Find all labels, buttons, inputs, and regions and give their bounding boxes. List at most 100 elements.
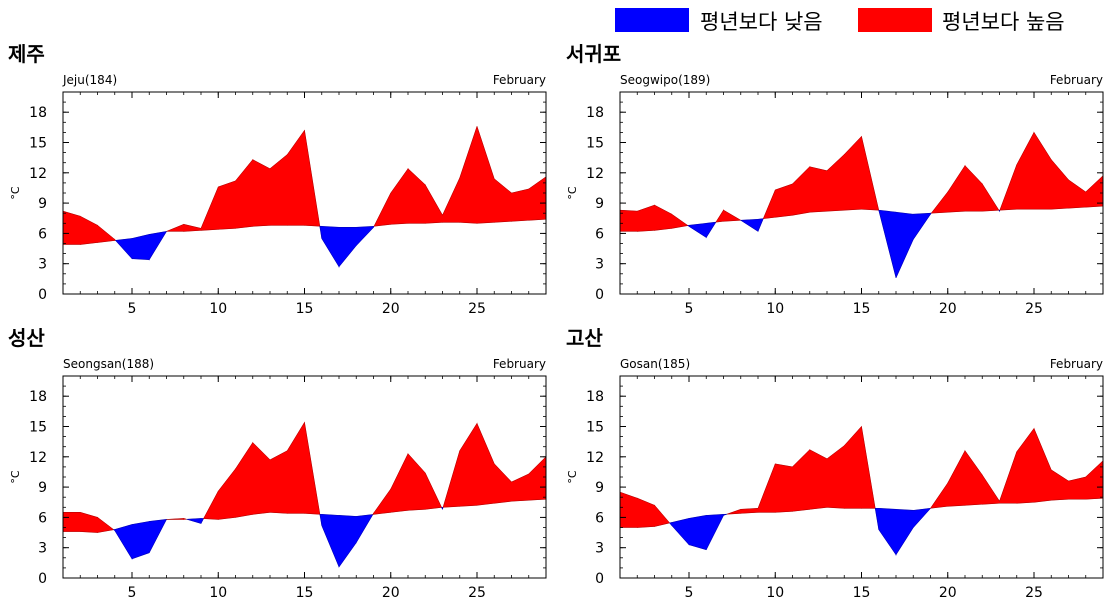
legend-swatch-above bbox=[858, 8, 932, 32]
panel-4-area-below-seg-3-0 bbox=[672, 518, 689, 544]
panel-4-area-above-seg-9-0 bbox=[775, 464, 792, 512]
panel-3-area-below-seg-4-0 bbox=[132, 521, 149, 558]
panel-4-y-axis-label: °C bbox=[566, 470, 579, 484]
panel-3-y-axis-label: °C bbox=[9, 470, 22, 484]
panel-3-area-above-seg-1-0 bbox=[80, 512, 97, 532]
panel-2-area-above-seg-12-0 bbox=[827, 155, 844, 212]
panel-1-y-tick-label-6: 6 bbox=[38, 226, 47, 242]
panel-3-y-tick-label-0: 0 bbox=[38, 571, 47, 587]
panel-3-x-tick-label-20: 20 bbox=[382, 585, 400, 601]
panel-2-x-tick-label-15: 15 bbox=[853, 301, 871, 317]
panel-3-area-above-seg-13-0 bbox=[287, 422, 304, 513]
panel-1-area-above-seg-19-0 bbox=[391, 169, 408, 225]
panel-1-area-above-seg-26-0 bbox=[512, 189, 529, 221]
panel-1-area-below-seg-16-0 bbox=[339, 227, 356, 266]
panel-1-month-label: February bbox=[493, 73, 546, 87]
panel-4-month-label: February bbox=[1050, 357, 1103, 371]
panel-1-area-above-seg-21-0 bbox=[425, 185, 442, 223]
panel-2-area-above-seg-24-0 bbox=[1034, 132, 1051, 209]
panel-2-area-above-seg-13-0 bbox=[844, 136, 861, 210]
legend-label-below: 평년보다 낮음 bbox=[700, 10, 823, 34]
panel-2-area-above-seg-10-0 bbox=[793, 167, 810, 215]
panel-1-area-above-seg-12-0 bbox=[270, 155, 287, 226]
panel-3-y-tick-label-6: 6 bbox=[38, 510, 47, 526]
panel-2-x-tick-label-5: 5 bbox=[685, 301, 694, 317]
panel-4-x-tick-label-15: 15 bbox=[853, 585, 871, 601]
legend-swatch-below bbox=[615, 8, 689, 32]
panel-3-y-tick-label-12: 12 bbox=[29, 450, 47, 466]
panel-1-title: 제주 bbox=[8, 42, 45, 66]
panel-3-area-above-seg-0-0 bbox=[63, 512, 80, 531]
panel-4-area-below-seg-15-0 bbox=[879, 508, 896, 554]
panel-1-y-tick-label-9: 9 bbox=[38, 196, 47, 212]
panel-4-area-above-seg-11-0 bbox=[810, 450, 827, 510]
panel-2-x-tick-label-20: 20 bbox=[939, 301, 957, 317]
panel-1-area-above-seg-0-0 bbox=[63, 211, 80, 244]
panel-4-area-above-seg-13-0 bbox=[844, 427, 861, 509]
panel-1-area-above-seg-11-0 bbox=[253, 160, 270, 227]
panel-1-x-tick-label-15: 15 bbox=[296, 301, 314, 317]
panel-3-area-above-seg-11-0 bbox=[253, 443, 270, 515]
panel-1-y-tick-label-12: 12 bbox=[29, 166, 47, 182]
panel-2-y-tick-label-0: 0 bbox=[595, 287, 604, 303]
panel-4-title: 고산 bbox=[566, 326, 603, 350]
panel-4-y-tick-label-0: 0 bbox=[595, 571, 604, 587]
panel-2-area-above-seg-23-0 bbox=[1017, 132, 1034, 209]
panel-2-area-below-seg-4-0 bbox=[689, 223, 706, 237]
panel-1-y-tick-label-0: 0 bbox=[38, 287, 47, 303]
panel-3-area-above-seg-27-0 bbox=[529, 457, 546, 500]
panel-2-station-label: Seogwipo(189) bbox=[620, 73, 710, 87]
panel-3-title: 성산 bbox=[8, 326, 45, 350]
legend-label-above: 평년보다 높음 bbox=[942, 10, 1065, 34]
panel-1-y-tick-label-18: 18 bbox=[29, 105, 47, 121]
panel-1-x-tick-label-25: 25 bbox=[468, 301, 486, 317]
panel-1-area-above-seg-27-0 bbox=[529, 177, 546, 220]
panel-1-station-label: Jeju(184) bbox=[62, 73, 117, 87]
panel-2-y-tick-label-15: 15 bbox=[586, 136, 604, 152]
panel-4-area-above-seg-10-0 bbox=[793, 450, 810, 512]
panel-4-y-tick-label-3: 3 bbox=[595, 541, 604, 557]
panel-4-y-tick-label-18: 18 bbox=[586, 389, 604, 405]
panel-1-y-axis-label: °C bbox=[9, 186, 22, 200]
panel-4-y-tick-label-6: 6 bbox=[595, 510, 604, 526]
panel-2-y-tick-label-6: 6 bbox=[595, 226, 604, 242]
panel-1-x-tick-label-5: 5 bbox=[128, 301, 137, 317]
panel-3-area-below-seg-15-0 bbox=[322, 514, 339, 567]
panel-2-area-above-seg-2-0 bbox=[655, 205, 672, 230]
panel-3-x-tick-label-15: 15 bbox=[296, 585, 314, 601]
panel-4-area-above-seg-12-0 bbox=[827, 446, 844, 509]
panel-1-area-above-seg-2-0 bbox=[98, 225, 115, 242]
panel-3-area-below-seg-16-0 bbox=[339, 515, 356, 567]
panel-1-y-tick-label-15: 15 bbox=[29, 136, 47, 152]
panel-4-x-tick-label-5: 5 bbox=[685, 585, 694, 601]
panel-3-area-above-seg-20-0 bbox=[408, 454, 425, 511]
panel-4-area-below-seg-4-0 bbox=[689, 515, 706, 549]
panel-3-y-tick-label-3: 3 bbox=[38, 541, 47, 557]
panel-4-y-tick-label-12: 12 bbox=[586, 450, 604, 466]
panel-1-area-below-seg-15-0 bbox=[322, 226, 339, 266]
panel-4-area-above-seg-25-0 bbox=[1051, 470, 1068, 500]
panel-1-area-above-seg-23-0 bbox=[460, 126, 477, 223]
panel-2-area-above-seg-3-0 bbox=[672, 214, 688, 228]
panel-2-y-tick-label-12: 12 bbox=[586, 166, 604, 182]
panel-2-y-tick-label-3: 3 bbox=[595, 257, 604, 273]
panel-3-x-tick-label-10: 10 bbox=[209, 585, 227, 601]
panel-4-y-tick-label-9: 9 bbox=[595, 480, 604, 496]
panel-3-area-above-seg-19-0 bbox=[391, 454, 408, 513]
panel-1-area-above-seg-22-0 bbox=[443, 178, 460, 222]
panel-3-area-above-seg-25-0 bbox=[494, 464, 511, 503]
panel-1-area-below-seg-4-0 bbox=[132, 234, 149, 259]
panel-4-x-tick-label-10: 10 bbox=[766, 585, 784, 601]
panel-2-area-above-seg-11-0 bbox=[810, 167, 827, 212]
panel-3-month-label: February bbox=[493, 357, 546, 371]
panel-3-y-tick-label-15: 15 bbox=[29, 420, 47, 436]
panel-4-area-above-seg-20-0 bbox=[965, 451, 982, 506]
panel-2-area-above-seg-25-0 bbox=[1051, 160, 1068, 209]
panel-1-area-above-seg-25-0 bbox=[494, 179, 511, 222]
panel-4-area-above-seg-1-0 bbox=[637, 498, 654, 527]
panel-2-area-above-seg-19-0 bbox=[948, 166, 965, 212]
panel-2-area-above-seg-1-0 bbox=[637, 205, 654, 231]
panel-3-area-below-seg-3-0 bbox=[115, 524, 132, 558]
panel-2-area-above-seg-20-0 bbox=[965, 166, 982, 211]
